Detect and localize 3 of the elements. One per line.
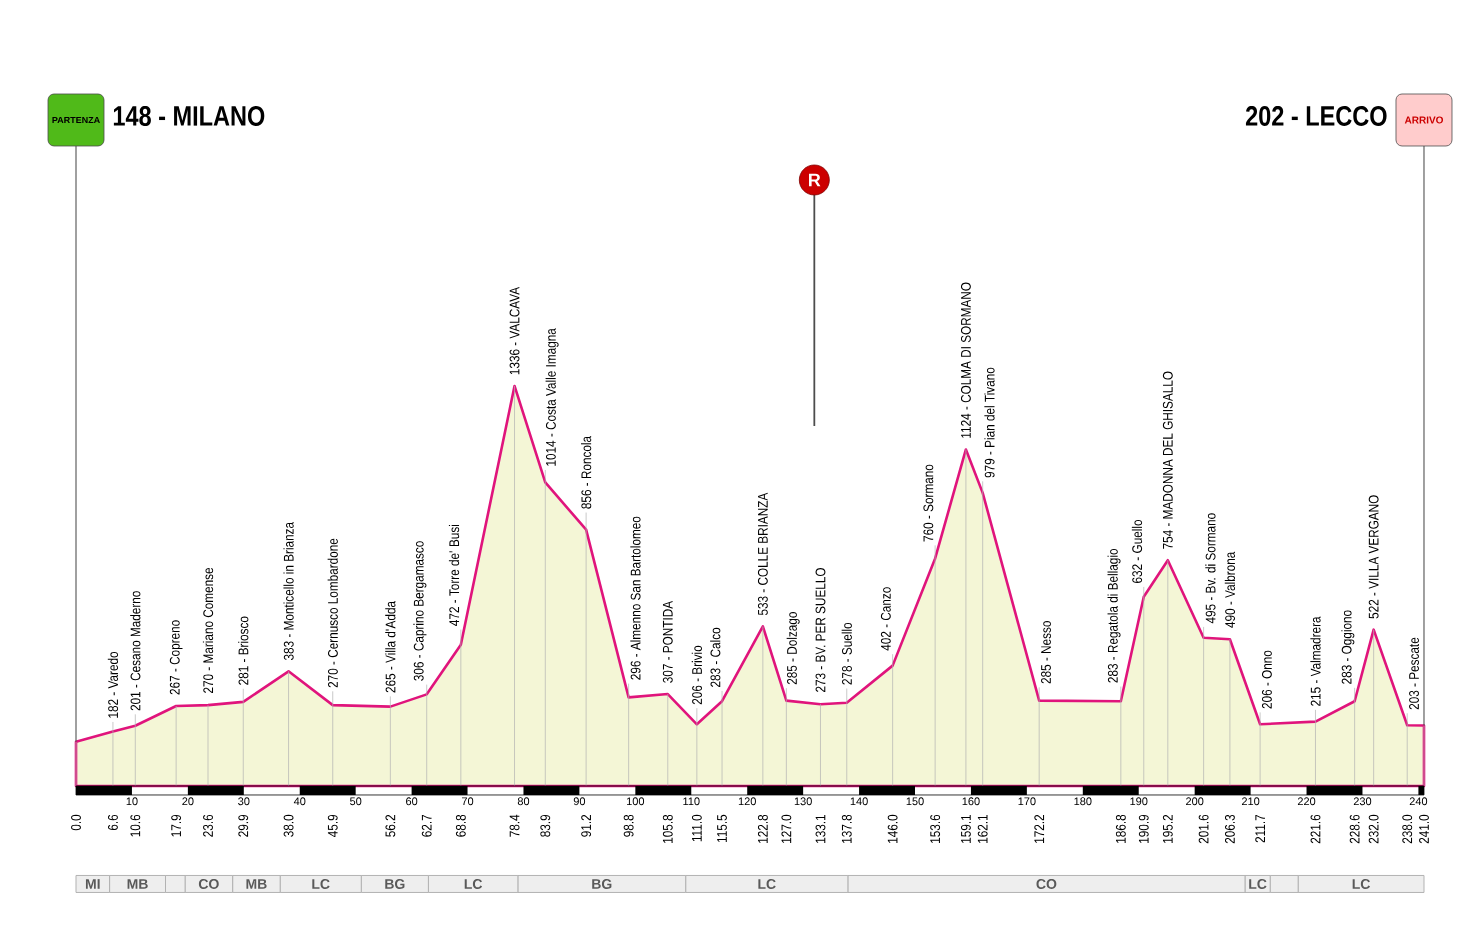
text: 148 - MILANO	[113, 106, 265, 126]
ref-line-label: R	[809, 173, 821, 187]
text: 202 - LECCO	[1245, 106, 1387, 126]
